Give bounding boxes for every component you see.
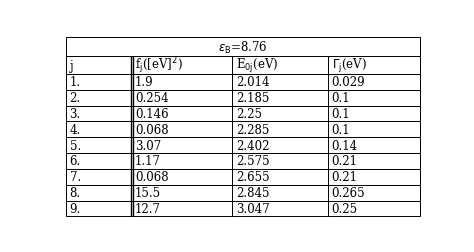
Text: $\Gamma_{\rm j}$(eV): $\Gamma_{\rm j}$(eV) bbox=[332, 57, 367, 75]
Text: 0.265: 0.265 bbox=[332, 186, 365, 199]
Text: 0.068: 0.068 bbox=[135, 123, 169, 136]
Bar bbox=[232, 153, 328, 169]
Bar bbox=[66, 201, 131, 216]
Text: 0.1: 0.1 bbox=[332, 92, 350, 105]
Bar bbox=[328, 201, 420, 216]
Text: 1.9: 1.9 bbox=[135, 76, 154, 89]
Bar bbox=[232, 75, 328, 90]
Text: 2.185: 2.185 bbox=[236, 92, 269, 105]
Text: 2.25: 2.25 bbox=[236, 108, 262, 120]
Text: 0.1: 0.1 bbox=[332, 123, 350, 136]
Text: 0.254: 0.254 bbox=[135, 92, 169, 105]
Bar bbox=[328, 106, 420, 122]
Bar bbox=[131, 153, 232, 169]
Text: 3.: 3. bbox=[70, 108, 81, 120]
Bar bbox=[232, 106, 328, 122]
Bar bbox=[66, 169, 131, 185]
Bar bbox=[328, 75, 420, 90]
Bar bbox=[232, 138, 328, 153]
Text: 12.7: 12.7 bbox=[135, 202, 161, 215]
Text: 9.: 9. bbox=[70, 202, 81, 215]
Bar bbox=[66, 38, 420, 57]
Text: 2.655: 2.655 bbox=[236, 171, 270, 183]
Bar bbox=[328, 185, 420, 201]
Bar bbox=[66, 57, 131, 75]
Text: 0.068: 0.068 bbox=[135, 171, 169, 183]
Bar bbox=[131, 106, 232, 122]
Text: 1.17: 1.17 bbox=[135, 155, 161, 168]
Bar bbox=[66, 122, 131, 138]
Bar bbox=[131, 57, 232, 75]
Bar bbox=[66, 185, 131, 201]
Bar bbox=[232, 169, 328, 185]
Bar bbox=[328, 57, 420, 75]
Bar bbox=[232, 185, 328, 201]
Bar bbox=[131, 122, 232, 138]
Bar bbox=[328, 169, 420, 185]
Bar bbox=[66, 106, 131, 122]
Text: 2.845: 2.845 bbox=[236, 186, 270, 199]
Text: 7.: 7. bbox=[70, 171, 81, 183]
Text: $\epsilon_{\rm B}$=8.76: $\epsilon_{\rm B}$=8.76 bbox=[218, 40, 268, 55]
Bar bbox=[328, 138, 420, 153]
Bar bbox=[131, 138, 232, 153]
Bar bbox=[328, 122, 420, 138]
Text: f$_{\rm j}$([eV]$^{2}$): f$_{\rm j}$([eV]$^{2}$) bbox=[135, 55, 183, 76]
Bar bbox=[66, 153, 131, 169]
Bar bbox=[66, 90, 131, 106]
Text: 0.146: 0.146 bbox=[135, 108, 169, 120]
Text: 0.21: 0.21 bbox=[332, 155, 357, 168]
Bar bbox=[232, 201, 328, 216]
Text: 0.1: 0.1 bbox=[332, 108, 350, 120]
Bar bbox=[328, 90, 420, 106]
Text: 5.: 5. bbox=[70, 139, 81, 152]
Text: 4.: 4. bbox=[70, 123, 81, 136]
Text: 15.5: 15.5 bbox=[135, 186, 161, 199]
Text: 0.21: 0.21 bbox=[332, 171, 357, 183]
Bar bbox=[232, 122, 328, 138]
Bar bbox=[328, 153, 420, 169]
Bar bbox=[131, 169, 232, 185]
Text: 0.14: 0.14 bbox=[332, 139, 358, 152]
Text: 3.07: 3.07 bbox=[135, 139, 161, 152]
Text: 2.285: 2.285 bbox=[236, 123, 269, 136]
Text: 0.029: 0.029 bbox=[332, 76, 365, 89]
Bar bbox=[131, 75, 232, 90]
Text: 2.014: 2.014 bbox=[236, 76, 270, 89]
Text: E$_{0{\rm j}}$(eV): E$_{0{\rm j}}$(eV) bbox=[236, 57, 278, 75]
Bar bbox=[232, 90, 328, 106]
Bar bbox=[66, 75, 131, 90]
Bar bbox=[66, 138, 131, 153]
Bar bbox=[131, 185, 232, 201]
Text: 0.25: 0.25 bbox=[332, 202, 358, 215]
Text: 1.: 1. bbox=[70, 76, 81, 89]
Text: 2.: 2. bbox=[70, 92, 81, 105]
Text: j: j bbox=[70, 59, 73, 72]
Bar bbox=[232, 57, 328, 75]
Text: 2.575: 2.575 bbox=[236, 155, 270, 168]
Text: 6.: 6. bbox=[70, 155, 81, 168]
Bar bbox=[131, 90, 232, 106]
Text: 8.: 8. bbox=[70, 186, 81, 199]
Text: 3.047: 3.047 bbox=[236, 202, 270, 215]
Text: 2.402: 2.402 bbox=[236, 139, 270, 152]
Bar bbox=[131, 201, 232, 216]
